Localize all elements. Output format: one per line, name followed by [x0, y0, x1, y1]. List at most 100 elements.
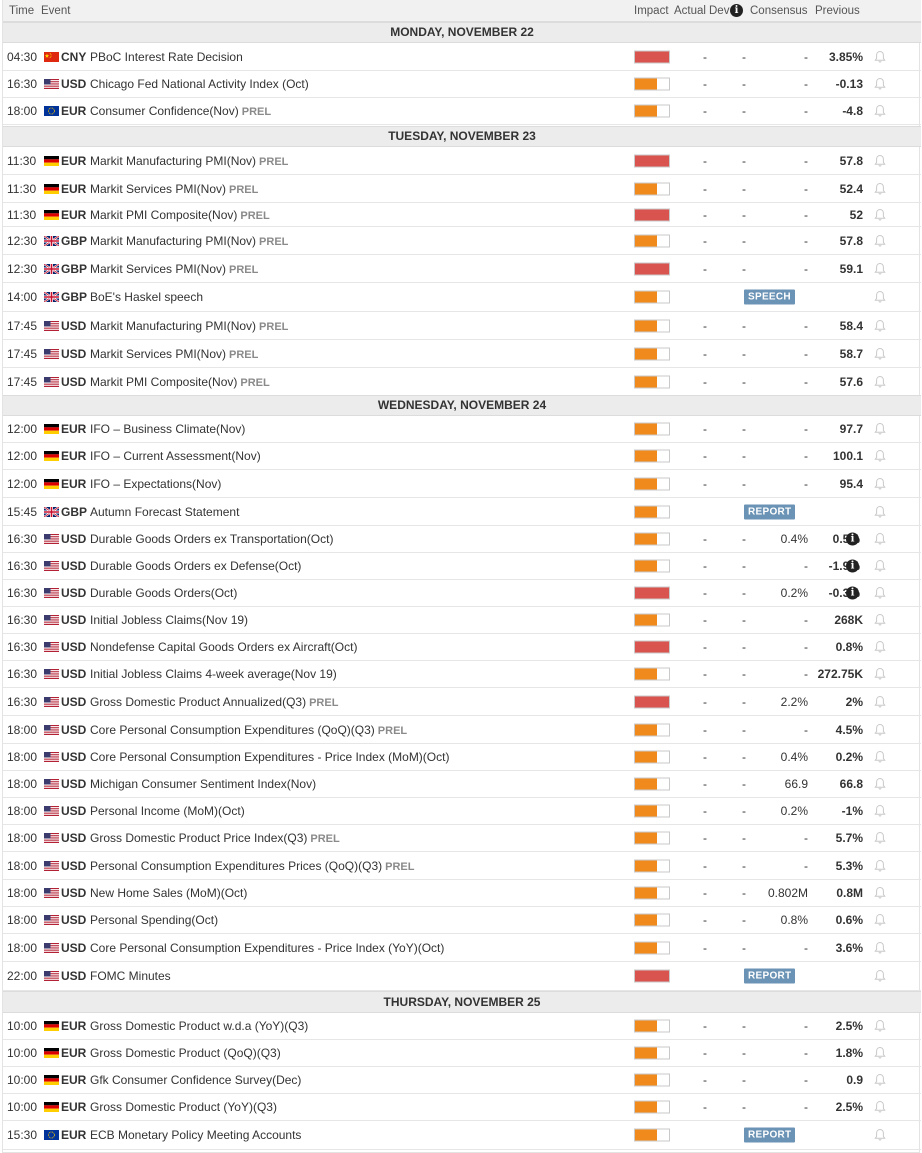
- event-row[interactable]: 15:45 GBP Autumn Forecast Statement REPORT: [3, 498, 921, 526]
- event-name[interactable]: Chicago Fed National Activity Index (Oct…: [90, 77, 309, 91]
- event-name[interactable]: Gross Domestic Product w.d.a (YoY)(Q3): [90, 1019, 308, 1033]
- bell-icon[interactable]: [873, 1046, 887, 1060]
- event-row[interactable]: 18:00 USD Personal Spending(Oct) - - 0.8% 0.6%: [3, 907, 921, 934]
- event-type-badge[interactable]: REPORT: [744, 504, 796, 519]
- bell-icon[interactable]: [873, 290, 887, 304]
- event-row[interactable]: 11:30 EUR Markit Services PMI(Nov) PREL - - - 5…: [3, 175, 921, 203]
- event-name[interactable]: Nondefense Capital Goods Orders ex Aircr…: [90, 640, 357, 654]
- event-row[interactable]: 14:00 GBP BoE's Haskel speech SPEECH: [3, 283, 921, 312]
- event-name[interactable]: Gross Domestic Product (YoY)(Q3): [90, 1100, 277, 1114]
- event-row[interactable]: 16:30 USD Durable Goods Orders ex Transpor…: [3, 526, 921, 553]
- bell-icon[interactable]: [873, 586, 887, 600]
- event-row[interactable]: 17:45 USD Markit Manufacturing PMI(Nov) PRE…: [3, 312, 921, 340]
- event-name[interactable]: Markit Manufacturing PMI(Nov) PREL: [90, 234, 288, 248]
- event-name[interactable]: Markit Manufacturing PMI(Nov) PREL: [90, 319, 288, 333]
- bell-icon[interactable]: [873, 667, 887, 681]
- bell-icon[interactable]: [873, 154, 887, 168]
- event-row[interactable]: 16:30 USD Gross Domestic Product Annualize…: [3, 688, 921, 716]
- event-name[interactable]: IFO – Current Assessment(Nov): [90, 449, 261, 463]
- event-row[interactable]: 10:00 EUR Gross Domestic Product (YoY)(Q3)…: [3, 1094, 921, 1121]
- event-name[interactable]: Initial Jobless Claims 4-week average(No…: [90, 667, 337, 681]
- bell-icon[interactable]: [873, 831, 887, 845]
- event-row[interactable]: 12:30 GBP Markit Services PMI(Nov) PREL - - - 5…: [3, 255, 921, 283]
- event-name[interactable]: Markit PMI Composite(Nov) PREL: [90, 375, 270, 389]
- bell-icon[interactable]: [873, 1128, 887, 1142]
- event-name[interactable]: Gross Domestic Product Annualized(Q3) PRE…: [90, 695, 338, 709]
- bell-icon[interactable]: [873, 859, 887, 873]
- header-consensus[interactable]: Consensus: [750, 5, 808, 17]
- bell-icon[interactable]: [873, 532, 887, 546]
- event-name[interactable]: Gross Domestic Product (QoQ)(Q3): [90, 1046, 281, 1060]
- event-row[interactable]: 10:00 EUR Gross Domestic Product w.d.a (Yo…: [3, 1013, 921, 1040]
- event-name[interactable]: Michigan Consumer Sentiment Index(Nov): [90, 777, 316, 791]
- event-name[interactable]: Personal Income (MoM)(Oct): [90, 804, 245, 818]
- bell-icon[interactable]: [873, 750, 887, 764]
- event-name[interactable]: Autumn Forecast Statement: [90, 505, 239, 519]
- header-time[interactable]: Time: [9, 5, 35, 17]
- event-row[interactable]: 18:00 USD Core Personal Consumption Expend…: [3, 744, 921, 771]
- event-row[interactable]: 12:00 EUR IFO – Business Climate(Nov) - - - 97…: [3, 416, 921, 443]
- event-row[interactable]: 10:00 EUR Gross Domestic Product (QoQ)(Q3)…: [3, 1040, 921, 1067]
- event-name[interactable]: New Home Sales (MoM)(Oct): [90, 886, 247, 900]
- event-name[interactable]: Core Personal Consumption Expenditures (…: [90, 723, 407, 737]
- event-row[interactable]: 18:00 USD Personal Consumption Expenditure…: [3, 852, 921, 880]
- event-name[interactable]: ECB Monetary Policy Meeting Accounts: [90, 1128, 301, 1142]
- header-previous[interactable]: Previous: [815, 5, 860, 17]
- bell-icon[interactable]: [873, 723, 887, 737]
- bell-icon[interactable]: [873, 1019, 887, 1033]
- event-row[interactable]: 18:00 USD Gross Domestic Product Price Ind…: [3, 825, 921, 852]
- revision-info-icon[interactable]: i: [846, 586, 859, 600]
- event-name[interactable]: Durable Goods Orders ex Defense(Oct): [90, 559, 301, 573]
- event-name[interactable]: Gfk Consumer Confidence Survey(Dec): [90, 1073, 301, 1087]
- event-row[interactable]: 18:00 USD Core Personal Consumption Expend…: [3, 934, 921, 962]
- event-row[interactable]: 15:30 EUR ECB Monetary Policy Meeting Acco…: [3, 1121, 921, 1150]
- event-row[interactable]: 16:30 USD Durable Goods Orders(Oct) - -0.2% -…: [3, 580, 921, 607]
- bell-icon[interactable]: [873, 375, 887, 389]
- bell-icon[interactable]: [873, 913, 887, 927]
- bell-icon[interactable]: [873, 449, 887, 463]
- event-name[interactable]: PBoC Interest Rate Decision: [90, 50, 243, 64]
- event-name[interactable]: Consumer Confidence(Nov) PREL: [90, 104, 271, 118]
- event-row[interactable]: 12:30 GBP Markit Manufacturing PMI(Nov) PRE…: [3, 227, 921, 255]
- header-dev[interactable]: Dev: [709, 5, 730, 17]
- revision-info-icon[interactable]: i: [846, 532, 859, 546]
- event-row[interactable]: 16:30 USD Chicago Fed National Activity In…: [3, 71, 921, 98]
- event-row[interactable]: 22:00 USD FOMC Minutes REPORT: [3, 962, 921, 991]
- event-name[interactable]: Personal Consumption Expenditures Prices…: [90, 859, 414, 873]
- bell-icon[interactable]: [873, 804, 887, 818]
- bell-icon[interactable]: [873, 77, 887, 91]
- bell-icon[interactable]: [873, 941, 887, 955]
- bell-icon[interactable]: [873, 505, 887, 519]
- bell-icon[interactable]: [873, 104, 887, 118]
- event-type-badge[interactable]: REPORT: [744, 1127, 796, 1143]
- revision-info-icon[interactable]: i: [846, 559, 859, 573]
- event-row[interactable]: 16:30 USD Nondefense Capital Goods Orders …: [3, 634, 921, 661]
- event-name[interactable]: Durable Goods Orders ex Transportation(O…: [90, 532, 333, 546]
- event-row[interactable]: 18:00 USD Personal Income (MoM)(Oct) - - 0.2%…: [3, 798, 921, 825]
- bell-icon[interactable]: [873, 208, 887, 222]
- event-name[interactable]: BoE's Haskel speech: [90, 290, 203, 304]
- bell-icon[interactable]: [873, 777, 887, 791]
- event-name[interactable]: IFO – Business Climate(Nov): [90, 422, 245, 436]
- event-row[interactable]: 10:00 EUR Gfk Consumer Confidence Survey(D…: [3, 1067, 921, 1094]
- bell-icon[interactable]: [873, 422, 887, 436]
- bell-icon[interactable]: [873, 695, 887, 709]
- event-row[interactable]: 18:00 USD Core Personal Consumption Expend…: [3, 716, 921, 744]
- bell-icon[interactable]: [873, 886, 887, 900]
- bell-icon[interactable]: [873, 1073, 887, 1087]
- header-actual[interactable]: Actual: [674, 5, 706, 17]
- event-row[interactable]: 16:30 USD Initial Jobless Claims(Nov 19) - -…: [3, 607, 921, 634]
- event-row[interactable]: 17:45 USD Markit PMI Composite(Nov) PREL - - -…: [3, 368, 921, 396]
- event-name[interactable]: Markit Services PMI(Nov) PREL: [90, 347, 258, 361]
- bell-icon[interactable]: [873, 50, 887, 64]
- bell-icon[interactable]: [873, 234, 887, 248]
- event-name[interactable]: Markit PMI Composite(Nov) PREL: [90, 208, 270, 222]
- event-row[interactable]: 11:30 EUR Markit Manufacturing PMI(Nov) PRE…: [3, 147, 921, 175]
- event-name[interactable]: Markit Manufacturing PMI(Nov) PREL: [90, 154, 288, 168]
- event-row[interactable]: 18:00 EUR Consumer Confidence(Nov) PREL - - - -…: [3, 98, 921, 125]
- event-row[interactable]: 16:30 USD Initial Jobless Claims 4-week av…: [3, 661, 921, 688]
- info-icon[interactable]: i: [730, 4, 743, 17]
- event-row[interactable]: 16:30 USD Durable Goods Orders ex Defense(…: [3, 553, 921, 580]
- bell-icon[interactable]: [873, 613, 887, 627]
- event-name[interactable]: Markit Services PMI(Nov) PREL: [90, 182, 258, 196]
